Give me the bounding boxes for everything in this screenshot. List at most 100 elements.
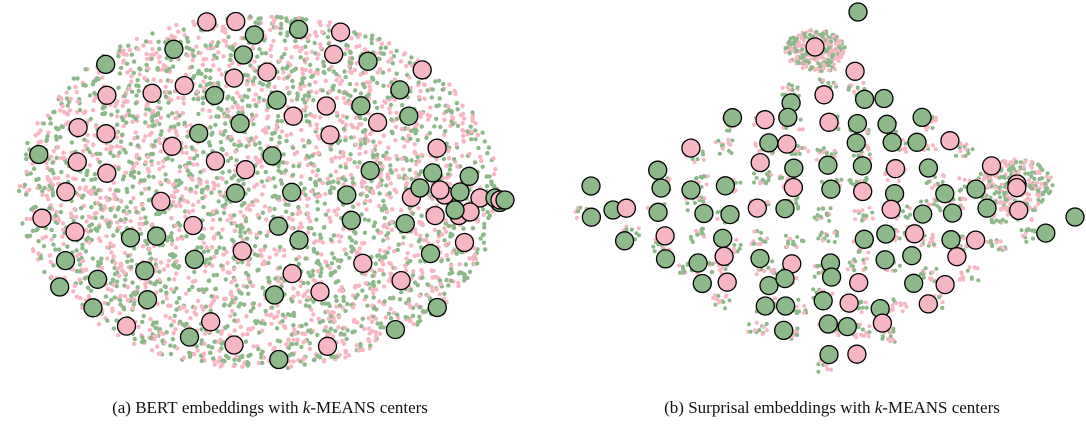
embedding-point <box>212 362 217 367</box>
embedding-point <box>370 149 375 154</box>
embedding-point <box>341 294 346 300</box>
embedding-point <box>314 145 319 150</box>
embedding-point <box>129 171 134 176</box>
embedding-point <box>92 133 98 138</box>
embedding-point <box>314 90 319 95</box>
embedding-point <box>366 326 372 331</box>
embedding-point <box>81 177 86 183</box>
embedding-point <box>193 148 198 153</box>
embedding-point <box>894 301 899 306</box>
embedding-point <box>49 274 54 280</box>
embedding-point <box>701 174 706 179</box>
embedding-point <box>219 146 224 151</box>
embedding-point <box>127 86 132 92</box>
embedding-point <box>117 48 122 53</box>
embedding-point <box>78 205 84 211</box>
embedding-point <box>191 352 197 357</box>
embedding-point <box>890 307 895 312</box>
embedding-point <box>461 133 466 139</box>
embedding-point <box>100 75 105 80</box>
embedding-point <box>246 187 251 192</box>
embedding-point <box>58 203 64 208</box>
embedding-point <box>379 104 385 109</box>
embedding-point <box>336 325 341 330</box>
embedding-point <box>480 207 486 212</box>
embedding-point <box>331 233 337 238</box>
embedding-point <box>174 258 179 264</box>
embedding-point <box>270 305 275 310</box>
embedding-point <box>141 138 146 143</box>
embedding-point <box>290 145 296 151</box>
embedding-point <box>209 345 215 350</box>
embedding-point <box>312 249 317 254</box>
embedding-point <box>318 45 324 51</box>
embedding-point <box>216 199 221 204</box>
embedding-point <box>208 350 213 355</box>
embedding-point <box>281 76 287 81</box>
embedding-point <box>149 159 154 164</box>
embedding-point <box>185 168 190 173</box>
embedding-point <box>166 113 171 119</box>
embedding-point <box>27 233 33 238</box>
embedding-point <box>967 265 972 270</box>
embedding-point <box>381 198 386 204</box>
embedding-point <box>252 184 257 189</box>
embedding-point <box>970 147 975 152</box>
embedding-point <box>400 167 406 172</box>
embedding-point <box>121 208 127 214</box>
embedding-point <box>196 68 201 74</box>
embedding-point <box>38 128 43 133</box>
embedding-point <box>90 256 96 261</box>
embedding-point <box>832 148 837 153</box>
embedding-point <box>963 154 968 158</box>
embedding-point <box>128 264 134 270</box>
embedding-point <box>434 287 439 292</box>
embedding-point <box>150 108 156 114</box>
embedding-point <box>117 298 123 303</box>
embedding-point <box>386 41 392 46</box>
embedding-point <box>933 147 938 152</box>
embedding-point <box>94 210 99 216</box>
embedding-point <box>461 226 466 231</box>
embedding-point <box>181 27 186 32</box>
cluster-center <box>324 44 344 65</box>
embedding-point <box>149 256 154 261</box>
embedding-point <box>111 233 116 238</box>
embedding-point <box>305 196 310 201</box>
embedding-point <box>224 43 229 48</box>
embedding-point <box>236 143 241 148</box>
embedding-point <box>855 85 860 90</box>
embedding-point <box>225 218 230 223</box>
embedding-point <box>255 212 260 218</box>
embedding-point <box>91 142 96 147</box>
embedding-point <box>460 153 465 159</box>
embedding-point <box>191 53 196 58</box>
embedding-point <box>262 38 267 43</box>
embedding-point <box>816 236 821 241</box>
embedding-point <box>280 66 285 71</box>
embedding-point <box>282 38 288 43</box>
embedding-point <box>382 215 387 221</box>
embedding-point <box>201 240 206 246</box>
embedding-point <box>469 256 475 261</box>
embedding-point <box>450 250 455 255</box>
embedding-point <box>223 128 228 134</box>
embedding-point <box>871 216 875 221</box>
embedding-point <box>470 118 475 124</box>
embedding-point <box>852 257 857 262</box>
embedding-point <box>274 126 279 132</box>
embedding-point <box>122 219 127 225</box>
embedding-point <box>187 46 192 51</box>
embedding-point <box>373 261 378 266</box>
embedding-point <box>174 286 179 291</box>
embedding-point <box>245 261 250 267</box>
embedding-point <box>56 218 62 223</box>
embedding-point <box>293 66 299 71</box>
embedding-point <box>339 258 344 263</box>
embedding-point <box>187 354 193 359</box>
embedding-point <box>754 176 759 180</box>
embedding-point <box>51 263 56 268</box>
embedding-point <box>337 288 342 293</box>
cluster-center <box>201 312 221 332</box>
embedding-point <box>431 275 437 280</box>
